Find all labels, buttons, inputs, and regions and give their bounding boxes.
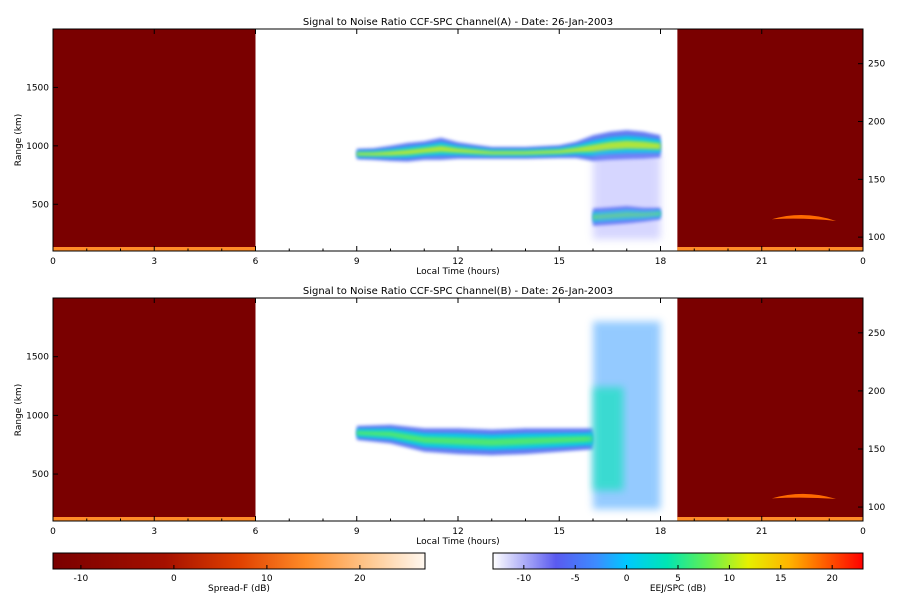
- x-tick-label: 9: [354, 257, 360, 267]
- region-floor-echo: [677, 517, 863, 521]
- x-tick-label: 0: [50, 527, 56, 537]
- y2-tick-label: 200: [868, 387, 885, 397]
- echo-layer: [356, 321, 661, 510]
- panel-b-title: Signal to Noise Ratio CCF-SPC Channel(B)…: [303, 286, 613, 297]
- colorbar-tick-label: 20: [826, 574, 838, 584]
- y-tick-label: 1500: [26, 83, 49, 93]
- x-tick-label: 6: [253, 257, 259, 267]
- colorbar-eej-ticks: -10 -5 0 5 10 15 20: [516, 565, 838, 584]
- panel-b-xlabel: Local Time (hours): [416, 537, 499, 547]
- panel-b-ylabel: Range (km): [14, 384, 24, 436]
- panel-a-plot-area: 0 3 6 9 12 15 18 21 0 500 1000 1500 100 150 200 250: [26, 28, 885, 267]
- y-tick-label: 500: [32, 470, 49, 480]
- colorbar-tick-label: -5: [571, 574, 580, 584]
- spreadf-band: [771, 214, 836, 221]
- y2-tick-label: 150: [868, 445, 885, 455]
- region-spread-f-2: [677, 29, 863, 251]
- colorbar-tick-label: 0: [624, 574, 630, 584]
- x-tick-label: 21: [756, 527, 767, 537]
- x-tick-label: 21: [756, 257, 767, 267]
- x-tick-label: 6: [253, 527, 259, 537]
- echo-band-core: [356, 431, 593, 446]
- y2-tick-label: 250: [868, 60, 885, 70]
- y2-tick-label: 100: [868, 233, 885, 243]
- panel-b: Signal to Noise Ratio CCF-SPC Channel(B)…: [14, 286, 885, 547]
- x-tick-label: 18: [655, 257, 667, 267]
- panel-a: Signal to Noise Ratio CCF-SPC Channel(A)…: [14, 17, 885, 277]
- colorbar-tick-label: 5: [675, 574, 681, 584]
- colorbar-spreadf-ramp: [52, 552, 426, 570]
- colorbar-tick-label: 10: [261, 574, 273, 584]
- y-tick-label: 500: [32, 200, 49, 210]
- colorbar-eej: -10 -5 0 5 10 15 20 EEJ/SPC (dB): [492, 552, 864, 594]
- x-tick-label: 0: [860, 257, 866, 267]
- y-tick-label: 1000: [26, 411, 49, 421]
- colorbar-tick-label: 0: [171, 574, 177, 584]
- x-tick-label: 12: [452, 527, 463, 537]
- x-tick-label: 15: [554, 527, 565, 537]
- panel-a-ylabel: Range (km): [14, 114, 24, 166]
- y-tick-label: 1500: [26, 353, 49, 363]
- y2-tick-label: 250: [868, 329, 885, 339]
- panel-b-plot-area: 0 3 6 9 12 15 18 21 0 500 1000 1500 100 150 200 250: [26, 297, 885, 537]
- colorbar-tick-label: 20: [354, 574, 366, 584]
- x-tick-label: 0: [860, 527, 866, 537]
- colorbar-spreadf-label: Spread-F (dB): [208, 584, 270, 594]
- echo-layer: [356, 130, 661, 240]
- x-tick-label: 15: [554, 257, 565, 267]
- colorbar-tick-label: -10: [516, 574, 531, 584]
- echo-patch-core: [593, 387, 624, 491]
- y2-tick-label: 200: [868, 118, 885, 128]
- echo-patch: [593, 151, 661, 240]
- region-floor-echo: [677, 247, 863, 251]
- colorbar-spreadf-ticks: -10 0 10 20: [74, 565, 366, 584]
- x-tick-label: 0: [50, 257, 56, 267]
- colorbar-tick-label: 15: [775, 574, 786, 584]
- y2-tick-label: 150: [868, 175, 885, 185]
- x-tick-label: 18: [655, 527, 667, 537]
- y-tick-label: 1000: [26, 142, 49, 152]
- colorbar-spreadf: -10 0 10 20 Spread-F (dB): [52, 552, 426, 594]
- colorbar-tick-label: -10: [74, 574, 89, 584]
- echo-band-core: [356, 140, 661, 156]
- panel-a-xlabel: Local Time (hours): [416, 267, 499, 277]
- y2-tick-label: 100: [868, 503, 885, 513]
- region-spread-f-0: [53, 29, 256, 251]
- spreadf-band: [771, 493, 836, 499]
- region-spread-f-2: [677, 298, 863, 521]
- x-tick-label: 3: [151, 527, 157, 537]
- x-tick-label: 12: [452, 257, 463, 267]
- panel-a-title: Signal to Noise Ratio CCF-SPC Channel(A)…: [303, 17, 613, 28]
- colorbar-eej-label: EEJ/SPC (dB): [650, 584, 706, 594]
- x-tick-label: 3: [151, 257, 157, 267]
- x-tick-label: 9: [354, 527, 360, 537]
- region-spread-f-0: [53, 298, 256, 521]
- colorbar-tick-label: 10: [724, 574, 736, 584]
